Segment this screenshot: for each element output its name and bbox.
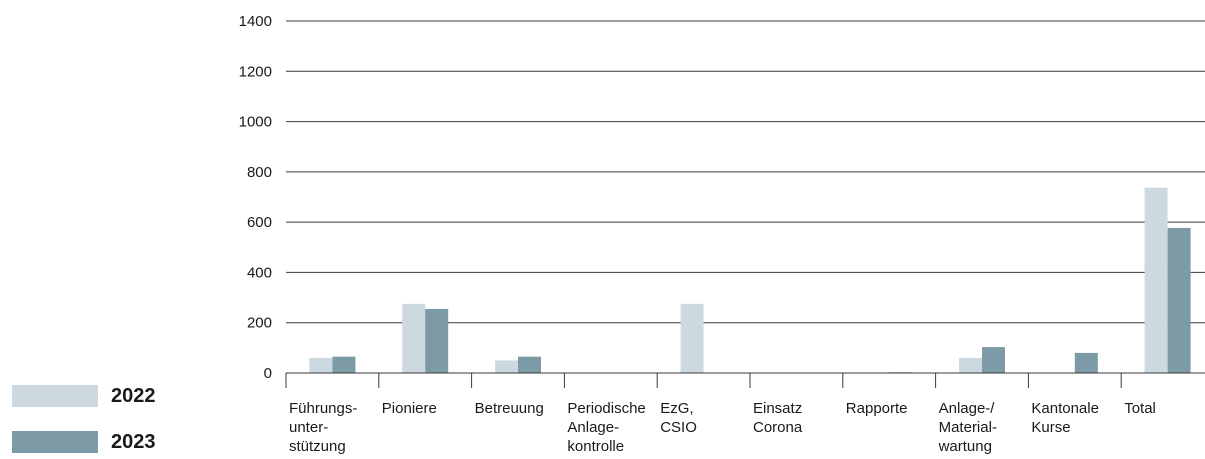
bar-2023-9: [1167, 227, 1191, 373]
legend-swatch-2022: [12, 385, 98, 407]
x-category-label-line: unter-: [289, 419, 328, 436]
x-category-label-line: wartung: [938, 438, 992, 455]
x-category-label-line: Betreuung: [475, 400, 544, 417]
bars: [309, 187, 1191, 373]
x-category-label: Betreuung: [475, 400, 544, 417]
y-axis-tick-labels: 0 200 400 600 800 1000 1200 1400: [239, 13, 272, 382]
x-category-label-line: EzG,: [660, 400, 693, 417]
x-category-label-line: kontrolle: [567, 438, 624, 455]
x-category-label-line: Rapporte: [846, 400, 908, 417]
y-tick-label: 200: [247, 315, 272, 332]
x-category-label: Einsatz Corona: [753, 400, 803, 436]
x-category-label-line: Material-: [939, 419, 997, 436]
bar-2023-1: [425, 308, 449, 373]
bar-2023-0: [332, 356, 356, 373]
x-category-label: Rapporte: [846, 400, 908, 417]
x-category-label-line: Kurse: [1031, 419, 1070, 436]
y-tick-label: 800: [247, 164, 272, 181]
x-category-label-line: Periodische: [567, 400, 645, 417]
x-category-label-line: Corona: [753, 419, 803, 436]
y-tick-label: 400: [247, 264, 272, 281]
y-tick-label: 1000: [239, 114, 272, 131]
x-category-label: Pioniere: [382, 400, 437, 417]
bar-2023-8: [1074, 352, 1098, 373]
gridlines: [286, 20, 1205, 324]
legend-label-2023: 2023: [111, 431, 156, 453]
bar-2022-7: [959, 357, 982, 373]
x-axis-category-labels: Führungs-unter-stützung Pioniere Betreuung…: [289, 400, 1156, 455]
x-category-label: Anlage-/ Material-wartung: [938, 400, 997, 455]
bar-2022-9: [1144, 187, 1168, 373]
legend-label-2022: 2022: [111, 385, 156, 407]
y-tick-label: 1400: [239, 13, 272, 30]
legend-swatch-2023: [12, 431, 98, 453]
legend-item-2022: 2022: [12, 384, 182, 408]
x-axis: [285, 372, 1205, 388]
bar-2022-4: [680, 303, 704, 373]
x-category-label-line: Führungs-: [289, 400, 357, 417]
x-category-label-line: Total: [1124, 400, 1156, 417]
bar-2023-2: [518, 356, 541, 373]
x-category-label-line: Einsatz: [753, 400, 802, 417]
y-tick-label: 600: [247, 214, 272, 231]
bar-2023-7: [982, 347, 1005, 373]
x-category-label: Periodische Anlage-kontrolle: [567, 400, 645, 455]
x-category-label-line: Anlage-/: [939, 400, 996, 417]
x-category-label: Führungs-unter-stützung: [289, 400, 357, 455]
bar-2022-1: [402, 303, 426, 373]
bar-2022-0: [309, 357, 333, 373]
x-category-label: Kantonale Kurse: [1031, 400, 1099, 436]
x-category-label-line: Anlage-: [567, 419, 619, 436]
x-category-label-line: CSIO: [660, 419, 697, 436]
x-category-label-line: Pioniere: [382, 400, 437, 417]
x-category-label: EzG, CSIO: [660, 400, 697, 436]
bar-2022-2: [495, 360, 518, 373]
legend-item-2023: 2023: [12, 430, 182, 454]
x-category-label-line: Kantonale: [1031, 400, 1099, 417]
x-category-label-line: stützung: [289, 438, 346, 455]
x-category-label: Total: [1124, 400, 1156, 417]
y-tick-label: 0: [264, 365, 272, 382]
y-tick-label: 1200: [239, 63, 272, 80]
